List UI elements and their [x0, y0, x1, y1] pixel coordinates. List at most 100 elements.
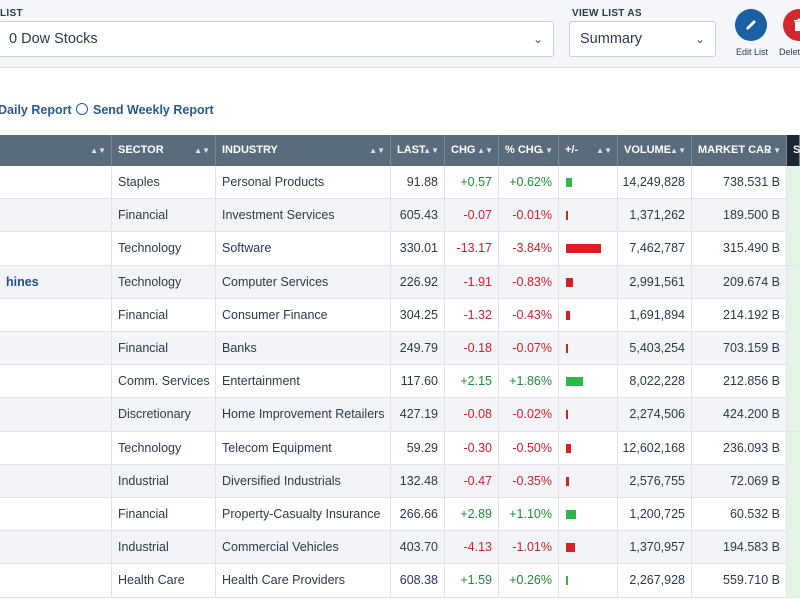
column-header-name[interactable]: ▲▼: [0, 135, 112, 166]
sort-icon: ▲▼: [596, 146, 612, 155]
sector-cell: Financial: [112, 332, 216, 365]
name-cell[interactable]: [0, 564, 112, 598]
plus-minus-cell: [559, 431, 618, 465]
chg-cell: -1.32: [445, 298, 499, 332]
name-cell[interactable]: [0, 298, 112, 332]
table-row[interactable]: Discretionary Home Improvement Retailers 4…: [0, 398, 800, 432]
score-cell: [787, 564, 800, 598]
volume-cell: 1,200,725: [618, 498, 692, 531]
name-cell[interactable]: [0, 332, 112, 365]
score-cell: [787, 365, 800, 399]
column-header-volume[interactable]: VOLUME ▲▼: [618, 135, 692, 166]
industry-cell: Computer Services: [216, 265, 391, 299]
volume-cell: 2,576,755: [618, 464, 692, 498]
table-row[interactable]: Financial Banks 249.79 -0.18 -0.07% 5,403,254…: [0, 332, 800, 366]
daily-report-label: Daily Report: [0, 103, 72, 117]
plus-minus-cell: [559, 531, 618, 565]
volume-cell: 5,403,254: [618, 332, 692, 365]
plus-minus-cell: [559, 564, 618, 598]
loss-bar: [566, 344, 568, 353]
name-cell[interactable]: [0, 431, 112, 465]
industry-cell: Software: [216, 232, 391, 266]
name-cell[interactable]: [0, 398, 112, 432]
name-cell[interactable]: hines: [0, 265, 112, 299]
delete-list-button[interactable]: [783, 9, 800, 41]
sector-cell: Financial: [112, 298, 216, 332]
table-row[interactable]: Financial Consumer Finance 304.25 -1.32 -0.4…: [0, 298, 800, 332]
column-header-last[interactable]: LAST ▲▼: [391, 135, 445, 166]
chg-cell: -0.30: [445, 431, 499, 465]
pct-chg-cell: -0.02%: [499, 398, 559, 432]
column-header-label: INDUSTRY: [222, 144, 278, 156]
gain-bar: [566, 377, 583, 387]
chevron-down-icon: ⌄: [694, 32, 705, 46]
column-header-industry[interactable]: INDUSTRY ▲▼: [216, 135, 391, 166]
last-cell: 403.70: [391, 531, 445, 565]
name-cell[interactable]: [0, 464, 112, 498]
column-header-sector[interactable]: SECTOR ▲▼: [112, 135, 216, 166]
table-row[interactable]: Comm. Services Entertainment 117.60 +2.15 +1…: [0, 365, 800, 399]
industry-cell: Diversified Industrials: [216, 464, 391, 498]
gain-bar: [566, 576, 569, 586]
daily-report-option[interactable]: Daily Report: [0, 103, 72, 117]
table-row[interactable]: Financial Property-Casualty Insurance 266.…: [0, 498, 800, 532]
loss-bar: [566, 244, 601, 254]
name-cell[interactable]: [0, 498, 112, 531]
sort-icon: ▲▼: [194, 146, 210, 155]
sort-icon: ▲▼: [423, 146, 439, 155]
volume-cell: 1,370,957: [618, 531, 692, 565]
table-row[interactable]: Industrial Diversified Industrials 132.48-…: [0, 464, 800, 498]
chg-cell: +0.57: [445, 166, 499, 199]
column-header-label: MARKET CAP: [698, 144, 772, 156]
name-cell[interactable]: [0, 232, 112, 266]
market-cap-cell: 212.856 B: [692, 365, 787, 399]
sort-icon: ▲▼: [90, 146, 106, 155]
pct-chg-cell: +0.62%: [499, 166, 559, 199]
table-row[interactable]: Industrial Commercial Vehicles 403.70 -4.13…: [0, 531, 800, 565]
table-row[interactable]: Financial Investment Services 605.43 -0.07-…: [0, 199, 800, 233]
table-row[interactable]: Technology Software 330.01 -13.17 -3.84% 7,46…: [0, 232, 800, 266]
name-cell[interactable]: [0, 166, 112, 199]
last-cell: 117.60: [391, 365, 445, 399]
volume-cell: 2,267,928: [618, 564, 692, 598]
pct-chg-cell: +1.10%: [499, 498, 559, 531]
table-row[interactable]: Staples Personal Products 91.88 +0.57 +0.62%…: [0, 166, 800, 200]
market-cap-cell: 214.192 B: [692, 298, 787, 332]
list-label: LIST: [0, 8, 23, 19]
column-header-market-cap[interactable]: MARKET CAP ▲▼: [692, 135, 787, 166]
market-cap-cell: 424.200 B: [692, 398, 787, 432]
column-header-chg[interactable]: CHG ▲▼: [445, 135, 499, 166]
name-cell[interactable]: [0, 365, 112, 399]
pct-chg-cell: -1.01%: [499, 531, 559, 565]
table-row[interactable]: hines Technology Computer Services 226.92 -1…: [0, 265, 800, 299]
view-list-as-select[interactable]: Summary ⌄: [569, 21, 716, 57]
sector-cell: Staples: [112, 166, 216, 199]
name-cell[interactable]: [0, 199, 112, 233]
sector-cell: Comm. Services: [112, 365, 216, 399]
view-list-as-label: VIEW LIST AS: [572, 8, 642, 19]
sector-cell: Technology: [112, 232, 216, 266]
score-cell: [787, 498, 800, 531]
column-header-pct-chg[interactable]: % CHG ▲▼: [499, 135, 559, 166]
column-header-plus-minus[interactable]: +/- ▲▼: [559, 135, 618, 166]
name-cell[interactable]: [0, 531, 112, 565]
table-row[interactable]: Technology Telecom Equipment 59.29 -0.30 -0.…: [0, 431, 800, 465]
trash-icon: [794, 18, 800, 31]
column-header-s[interactable]: S: [787, 135, 800, 166]
market-cap-cell: 194.583 B: [692, 531, 787, 565]
chg-cell: -0.47: [445, 464, 499, 498]
score-cell: [787, 199, 800, 233]
chg-cell: +2.89: [445, 498, 499, 531]
table-row[interactable]: Health Care Health Care Providers 608.38 +1…: [0, 564, 800, 598]
chg-cell: +2.15: [445, 365, 499, 399]
weekly-report-option[interactable]: Send Weekly Report: [76, 103, 214, 117]
last-cell: 266.66: [391, 498, 445, 531]
loss-bar: [566, 277, 574, 287]
list-select[interactable]: 0 Dow Stocks ⌄: [0, 21, 554, 57]
gain-bar: [566, 178, 572, 187]
radio-icon: [76, 103, 88, 115]
edit-list-button[interactable]: [735, 9, 767, 41]
score-cell: [787, 298, 800, 332]
plus-minus-cell: [559, 332, 618, 365]
last-cell: 304.25: [391, 298, 445, 332]
